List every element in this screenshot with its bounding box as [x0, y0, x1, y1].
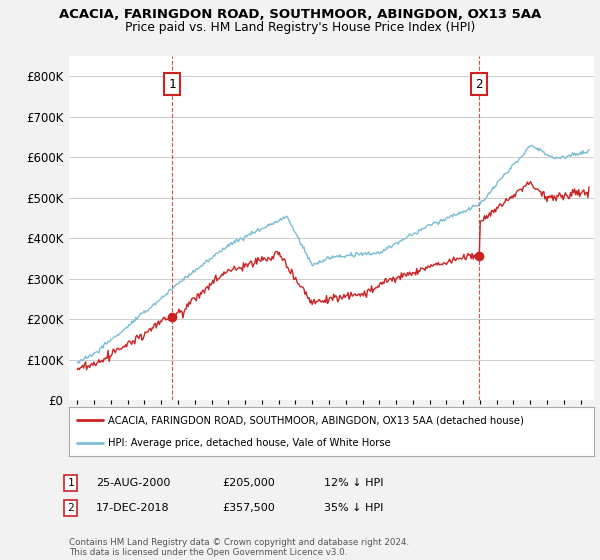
Text: 1: 1	[169, 78, 176, 91]
Text: 2: 2	[475, 78, 483, 91]
Text: Contains HM Land Registry data © Crown copyright and database right 2024.
This d: Contains HM Land Registry data © Crown c…	[69, 538, 409, 557]
Text: 17-DEC-2018: 17-DEC-2018	[96, 503, 170, 513]
Text: 1: 1	[67, 478, 74, 488]
Text: 35% ↓ HPI: 35% ↓ HPI	[324, 503, 383, 513]
Text: Price paid vs. HM Land Registry's House Price Index (HPI): Price paid vs. HM Land Registry's House …	[125, 21, 475, 34]
Text: ACACIA, FARINGDON ROAD, SOUTHMOOR, ABINGDON, OX13 5AA: ACACIA, FARINGDON ROAD, SOUTHMOOR, ABING…	[59, 8, 541, 21]
Text: 2: 2	[67, 503, 74, 513]
Text: £205,000: £205,000	[222, 478, 275, 488]
Text: HPI: Average price, detached house, Vale of White Horse: HPI: Average price, detached house, Vale…	[109, 437, 391, 447]
Text: 12% ↓ HPI: 12% ↓ HPI	[324, 478, 383, 488]
Text: ACACIA, FARINGDON ROAD, SOUTHMOOR, ABINGDON, OX13 5AA (detached house): ACACIA, FARINGDON ROAD, SOUTHMOOR, ABING…	[109, 416, 524, 426]
Text: 25-AUG-2000: 25-AUG-2000	[96, 478, 170, 488]
Text: £357,500: £357,500	[222, 503, 275, 513]
